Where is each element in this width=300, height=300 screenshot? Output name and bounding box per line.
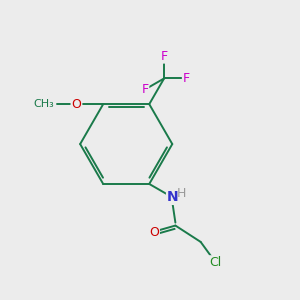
Text: Cl: Cl: [209, 256, 222, 269]
Text: N: N: [167, 190, 178, 204]
Text: CH₃: CH₃: [33, 99, 54, 109]
Text: F: F: [141, 83, 148, 96]
Text: H: H: [177, 187, 187, 200]
Text: F: F: [183, 72, 190, 85]
Text: O: O: [149, 226, 159, 239]
Text: O: O: [71, 98, 81, 111]
Text: F: F: [160, 50, 168, 63]
